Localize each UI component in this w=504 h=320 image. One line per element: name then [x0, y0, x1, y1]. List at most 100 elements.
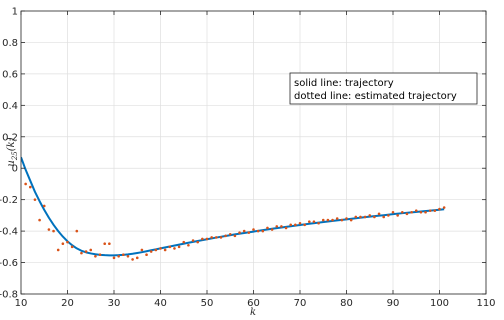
series-estimated-point	[52, 229, 55, 233]
series-estimated-point	[94, 254, 97, 258]
legend-line-2: dotted line: estimated trajectory	[294, 91, 457, 102]
series-estimated-point	[428, 209, 432, 212]
series-estimated-point	[340, 218, 344, 222]
series-estimated-point	[270, 228, 274, 231]
series-estimated-point	[131, 258, 134, 261]
legend: solid line: trajectory dotted line: esti…	[289, 72, 478, 105]
y-tick-label: 0	[12, 164, 18, 175]
series-estimated-point	[349, 218, 353, 222]
series-estimated-point	[317, 221, 320, 225]
series-estimated-point	[210, 236, 213, 239]
series-estimated-point	[303, 223, 306, 227]
y-tick-label: 0.2	[2, 132, 18, 143]
series-estimated-point	[419, 210, 423, 214]
x-tick-label: 40	[154, 298, 167, 309]
series-estimated-point	[66, 240, 69, 244]
series-estimated-point	[382, 215, 386, 219]
series-layer	[21, 156, 446, 261]
series-estimated-point	[433, 209, 437, 212]
series-estimated-point	[168, 245, 172, 249]
series-estimated-point	[182, 240, 186, 244]
series-estimated-point	[187, 243, 190, 247]
series-estimated-point	[42, 204, 46, 208]
x-tick-label: 100	[430, 298, 449, 309]
series-estimated-point	[70, 245, 74, 249]
series-estimated-point	[391, 210, 395, 214]
y-tick-label: -0.8	[0, 290, 18, 301]
series-estimated-point	[289, 223, 293, 227]
x-tick-label: 80	[340, 298, 353, 309]
series-estimated-point	[363, 215, 367, 219]
series-estimated-point	[154, 248, 158, 252]
series-estimated-point	[56, 248, 60, 252]
x-tick-label: 110	[476, 298, 495, 309]
series-estimated-point	[47, 228, 51, 231]
series-estimated-point	[373, 215, 376, 219]
series-estimated-point	[345, 217, 348, 220]
series-estimated-point	[228, 232, 232, 236]
x-axis-label: k	[250, 307, 256, 318]
series-estimated-point	[256, 229, 260, 233]
series-estimated-point	[103, 242, 106, 245]
series-estimated-point	[401, 210, 404, 214]
x-tick-label: 20	[61, 298, 74, 309]
series-estimated-point	[354, 215, 358, 219]
series-estimated-point	[280, 225, 283, 228]
series-estimated-point	[122, 253, 125, 256]
series-estimated-point	[61, 242, 65, 245]
series-estimated-point	[140, 248, 144, 252]
y-axis-label-main: u	[6, 160, 17, 166]
series-estimated-point	[224, 234, 227, 238]
series-estimated-point	[238, 231, 241, 234]
y-tick-label: 0.6	[2, 69, 18, 80]
series-estimated-point	[126, 254, 130, 258]
series-estimated-point	[321, 218, 325, 222]
x-tick-label: 90	[387, 298, 400, 309]
series-estimated-point	[29, 185, 32, 189]
series-estimated-point	[135, 256, 139, 260]
series-estimated-point	[326, 218, 330, 222]
series-estimated-point	[377, 212, 381, 216]
series-estimated-point	[149, 250, 153, 253]
series-estimated-point	[205, 237, 209, 241]
y-tick-label: -0.6	[0, 258, 18, 269]
series-estimated-point	[80, 251, 83, 255]
y-axis-label-subscript: 25	[11, 151, 19, 161]
series-estimated-point	[108, 242, 111, 245]
series-estimated-point	[359, 215, 362, 219]
series-estimated-point	[117, 254, 120, 258]
series-estimated-point	[442, 206, 446, 209]
series-estimated-point	[98, 253, 102, 256]
tick-labels: 10 20 30 40 50 60 70 80 90 100 110-0.8-0.6-0.4-0.2…	[0, 7, 496, 310]
series-estimated-point	[201, 237, 204, 241]
series-estimated-point	[145, 253, 148, 256]
series-estimated-point	[24, 182, 27, 186]
series-estimated-point	[252, 228, 255, 231]
series-estimated-point	[215, 236, 218, 239]
series-estimated-point	[312, 220, 316, 223]
series-estimated-point	[163, 248, 167, 252]
series-estimated-point	[247, 231, 251, 234]
x-tick-label: 30	[108, 298, 121, 309]
ticks	[20, 10, 487, 295]
series-estimated-point	[298, 221, 302, 225]
series-estimated-point	[84, 250, 88, 253]
series-estimated-point	[219, 236, 223, 239]
series-estimated-point	[438, 207, 441, 211]
series-estimated-point	[233, 234, 237, 238]
series-estimated-point	[424, 210, 427, 214]
x-tick-label: 70	[294, 298, 307, 309]
series-estimated-point	[196, 240, 199, 244]
x-tick-label: 60	[247, 298, 260, 309]
series-estimated-point	[89, 248, 93, 252]
series-estimated-point	[387, 214, 390, 217]
x-tick-label: 50	[201, 298, 214, 309]
y-tick-label: -0.2	[0, 195, 18, 206]
series-estimated-point	[191, 239, 195, 242]
y-axis-label: u25(k)	[6, 137, 19, 166]
series-estimated-point	[308, 220, 311, 223]
series-estimated-point	[396, 214, 399, 217]
y-axis-label-arg: (k)	[6, 137, 17, 151]
series-estimated-point	[38, 218, 41, 222]
